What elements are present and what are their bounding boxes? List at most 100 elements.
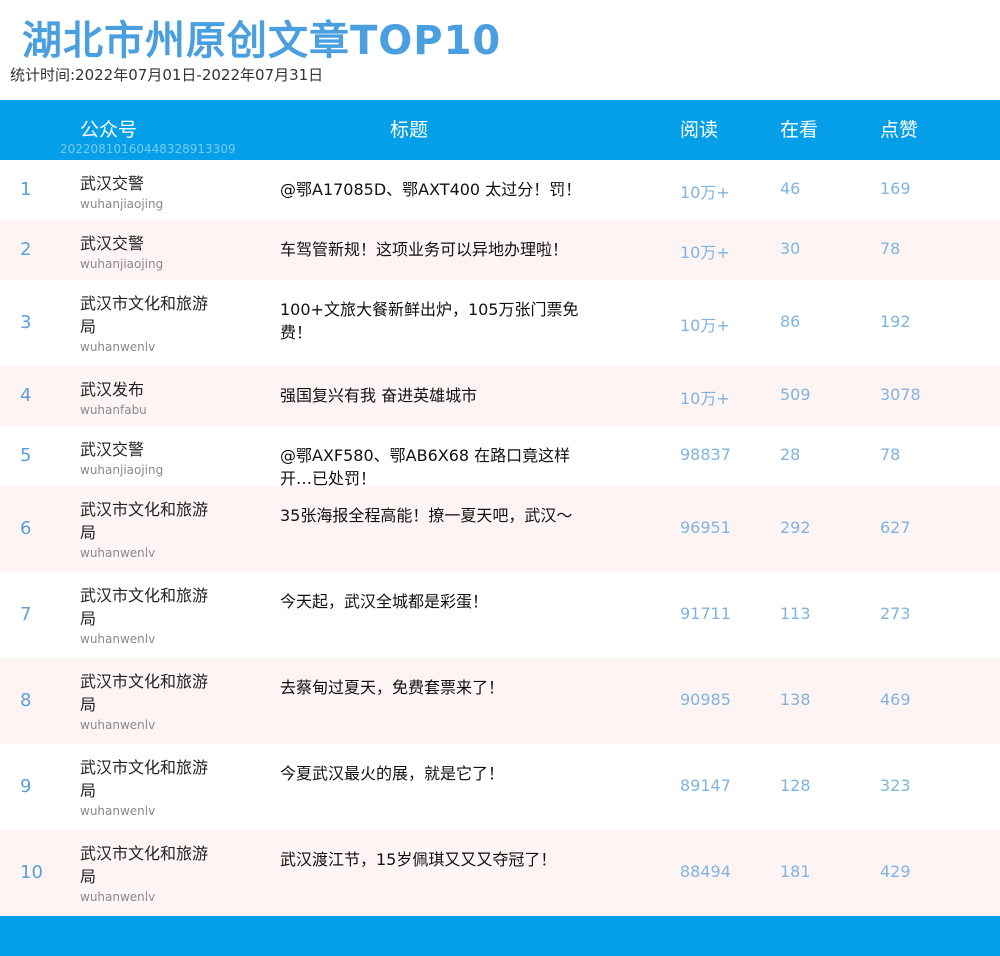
column-header-watching: 在看 — [780, 119, 819, 141]
likes-count: 323 — [880, 776, 911, 795]
account-name: 武汉市文化和旅游局 — [80, 758, 209, 800]
rank-number: 10 — [20, 862, 43, 883]
table-row[interactable]: 4 武汉发布 wuhanfabu 强国复兴有我 奋进英雄城市 10万+ 509 3078 — [0, 366, 1000, 426]
article-title-link[interactable]: 强国复兴有我 奋进英雄城市 — [280, 386, 478, 405]
table-row[interactable]: 9 武汉市文化和旅游局 wuhanwenlv 今夏武汉最火的展，就是它了！ 89147 1… — [0, 744, 1000, 830]
table-header: 公众号 标题 阅读 在看 点赞 20220810160448328913309 — [0, 100, 1000, 160]
table-row[interactable]: 8 武汉市文化和旅游局 wuhanwenlv 去蔡甸过夏天，免费套票来了！ 90985 1… — [0, 658, 1000, 744]
account-cell: 武汉市文化和旅游局 wuhanwenlv — [80, 292, 220, 355]
watching-count: 509 — [780, 385, 811, 404]
watching-count: 181 — [780, 862, 811, 881]
likes-count: 192 — [880, 312, 911, 331]
reads-count: 10万+ — [680, 183, 730, 202]
watermark-id: 20220810160448328913309 — [60, 142, 236, 156]
account-cell: 武汉交警 wuhanjiaojing — [80, 438, 220, 478]
table-row[interactable]: 1 武汉交警 wuhanjiaojing @鄂A17085D、鄂AXT400 太过分！… — [0, 160, 1000, 220]
account-id: wuhanjiaojing — [80, 463, 164, 477]
article-title-link[interactable]: 去蔡甸过夏天，免费套票来了！ — [280, 678, 505, 697]
likes-count: 273 — [880, 604, 911, 623]
rank-number: 8 — [20, 690, 32, 711]
column-header-reads: 阅读 — [680, 119, 719, 141]
ranking-table: 1 武汉交警 wuhanjiaojing @鄂A17085D、鄂AXT400 太过分！… — [0, 160, 1000, 916]
account-cell: 武汉交警 wuhanjiaojing — [80, 172, 220, 212]
watching-count: 30 — [780, 239, 801, 258]
column-header-likes: 点赞 — [880, 119, 919, 141]
rank-number: 4 — [20, 385, 32, 406]
rank-number: 3 — [20, 312, 32, 333]
table-row[interactable]: 7 武汉市文化和旅游局 wuhanwenlv 今天起，武汉全城都是彩蛋！ 91711 11… — [0, 572, 1000, 658]
table-row[interactable]: 10 武汉市文化和旅游局 wuhanwenlv 武汉渡江节，15岁佩琪又又又夺冠了！ 8… — [0, 830, 1000, 916]
rank-number: 5 — [20, 445, 32, 466]
reads-count: 91711 — [680, 604, 731, 623]
account-cell: 武汉发布 wuhanfabu — [80, 378, 220, 418]
rank-number: 2 — [20, 239, 32, 260]
article-title-link[interactable]: 100+文旅大餐新鲜出炉，105万张门票免费！ — [280, 300, 579, 342]
rank-number: 9 — [20, 776, 32, 797]
table-row[interactable]: 5 武汉交警 wuhanjiaojing @鄂AXF580、鄂AB6X68 在路口竟这… — [0, 426, 1000, 488]
rank-number: 7 — [20, 604, 32, 625]
account-id: wuhanwenlv — [80, 632, 156, 646]
account-name: 武汉发布 — [80, 380, 145, 399]
account-id: wuhanjiaojing — [80, 257, 164, 271]
article-title-link[interactable]: 今天起，武汉全城都是彩蛋！ — [280, 592, 489, 611]
account-cell: 武汉市文化和旅游局 wuhanwenlv — [80, 756, 220, 819]
watching-count: 86 — [780, 312, 801, 331]
account-name: 武汉交警 — [80, 234, 145, 253]
watching-count: 46 — [780, 179, 801, 198]
likes-count: 78 — [880, 445, 901, 464]
reads-count: 10万+ — [680, 316, 730, 335]
watching-count: 28 — [780, 445, 801, 464]
table-row[interactable]: 3 武汉市文化和旅游局 wuhanwenlv 100+文旅大餐新鲜出炉，105万张门票… — [0, 280, 1000, 366]
column-header-title: 标题 — [390, 119, 429, 141]
watching-count: 128 — [780, 776, 811, 795]
stat-period: 统计时间:2022年07月01日-2022年07月31日 — [10, 66, 324, 84]
account-name: 武汉交警 — [80, 440, 145, 459]
account-cell: 武汉市文化和旅游局 wuhanwenlv — [80, 842, 220, 905]
likes-count: 3078 — [880, 385, 921, 404]
account-cell: 武汉市文化和旅游局 wuhanwenlv — [80, 584, 220, 647]
account-name: 武汉市文化和旅游局 — [80, 586, 209, 628]
account-id: wuhanjiaojing — [80, 197, 164, 211]
account-id: wuhanwenlv — [80, 546, 156, 560]
article-title-link[interactable]: 今夏武汉最火的展，就是它了！ — [280, 764, 505, 783]
account-id: wuhanwenlv — [80, 804, 156, 818]
account-cell: 武汉交警 wuhanjiaojing — [80, 232, 220, 272]
account-id: wuhanwenlv — [80, 718, 156, 732]
account-id: wuhanfabu — [80, 403, 147, 417]
table-row[interactable]: 2 武汉交警 wuhanjiaojing 车驾管新规！这项业务可以异地办理啦！ 10万+… — [0, 220, 1000, 280]
watching-count: 292 — [780, 518, 811, 537]
article-title-link[interactable]: @鄂A17085D、鄂AXT400 太过分！罚！ — [280, 180, 582, 199]
account-id: wuhanwenlv — [80, 890, 156, 904]
reads-count: 10万+ — [680, 243, 730, 262]
reads-count: 89147 — [680, 776, 731, 795]
column-header-account: 公众号 — [80, 119, 138, 141]
account-name: 武汉市文化和旅游局 — [80, 672, 209, 714]
reads-count: 90985 — [680, 690, 731, 709]
account-name: 武汉交警 — [80, 174, 145, 193]
account-cell: 武汉市文化和旅游局 wuhanwenlv — [80, 670, 220, 733]
article-title-link[interactable]: 武汉渡江节，15岁佩琪又又又夺冠了！ — [280, 850, 557, 869]
reads-count: 10万+ — [680, 389, 730, 408]
reads-count: 88494 — [680, 862, 731, 881]
article-title-link[interactable]: 35张海报全程高能！撩一夏天吧，武汉～ — [280, 506, 573, 525]
account-id: wuhanwenlv — [80, 340, 156, 354]
likes-count: 78 — [880, 239, 901, 258]
account-cell: 武汉市文化和旅游局 wuhanwenlv — [80, 498, 220, 561]
article-title-link[interactable]: @鄂AXF580、鄂AB6X68 在路口竟这样开…已处罚！ — [280, 446, 571, 488]
likes-count: 169 — [880, 179, 911, 198]
watching-count: 113 — [780, 604, 811, 623]
account-name: 武汉市文化和旅游局 — [80, 500, 209, 542]
table-row[interactable]: 6 武汉市文化和旅游局 wuhanwenlv 35张海报全程高能！撩一夏天吧，武汉～ 9… — [0, 486, 1000, 572]
account-name: 武汉市文化和旅游局 — [80, 844, 209, 886]
likes-count: 627 — [880, 518, 911, 537]
account-name: 武汉市文化和旅游局 — [80, 294, 209, 336]
rank-number: 1 — [20, 179, 32, 200]
watching-count: 138 — [780, 690, 811, 709]
reads-count: 96951 — [680, 518, 731, 537]
likes-count: 429 — [880, 862, 911, 881]
article-title-link[interactable]: 车驾管新规！这项业务可以异地办理啦！ — [280, 240, 569, 259]
footer-bar — [0, 916, 1000, 956]
rank-number: 6 — [20, 518, 32, 539]
page-title: 湖北市州原创文章TOP10 — [22, 18, 502, 64]
reads-count: 98837 — [680, 445, 731, 464]
